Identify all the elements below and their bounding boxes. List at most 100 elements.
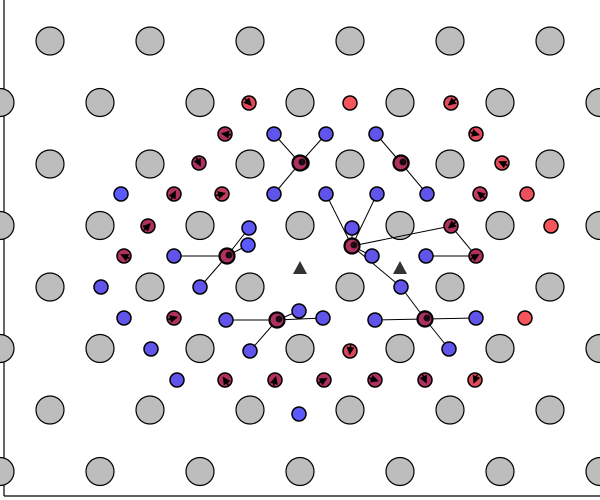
atom-a44 [468, 310, 484, 326]
lattice-site [485, 87, 515, 118]
displacement-line [325, 193, 353, 247]
lattice-site [135, 26, 165, 56]
displacement-arrow [346, 344, 355, 355]
atom-a39 [218, 312, 234, 328]
lattice-site [485, 456, 515, 487]
triangle-marker-t2 [393, 261, 407, 274]
displacement-line [351, 245, 402, 288]
lattice-site [85, 333, 115, 364]
displacement-arrow [222, 376, 231, 386]
lattice-site [435, 26, 465, 56]
hub-atom-core [225, 251, 233, 259]
lattice-site [535, 395, 565, 425]
lattice-site [0, 333, 15, 364]
displacement-arrow [472, 374, 481, 384]
atom-a34 [393, 279, 409, 295]
atom-a42 [367, 312, 383, 328]
lattice-site [135, 149, 165, 179]
displacement-arrow [167, 315, 178, 323]
lattice-site [285, 456, 315, 487]
displacement-line [351, 193, 378, 247]
atom-a24 [344, 220, 360, 236]
lattice-site [85, 87, 115, 118]
lattice-site [335, 26, 365, 56]
lattice-site [135, 395, 165, 425]
atom-a16 [266, 186, 282, 202]
lattice-site [385, 87, 415, 118]
lattice-site [485, 210, 515, 241]
atom-a31 [543, 218, 559, 234]
displacement-arrow [193, 157, 202, 167]
displacement-arrow [120, 254, 130, 262]
atom-a57 [291, 406, 307, 422]
atom-a17 [318, 186, 334, 202]
atom-a32 [93, 279, 109, 295]
lattice-site [85, 456, 115, 487]
lattice-site [35, 149, 65, 179]
lattice-site [585, 456, 600, 487]
displacement-arrow [447, 220, 457, 229]
atom-a49 [441, 341, 457, 357]
displacement-arrow [243, 97, 252, 106]
lattice-site [535, 26, 565, 56]
displacement-line [351, 225, 452, 247]
hub-atoms [218, 154, 434, 329]
triangle-marker-t1 [293, 261, 307, 274]
lattice-site [35, 26, 65, 56]
lattice-site [285, 87, 315, 118]
lattice-site [35, 395, 65, 425]
lattice-site [0, 210, 15, 241]
atom-a33 [192, 279, 208, 295]
hub-atom-core [275, 315, 283, 323]
atom-a45 [517, 310, 533, 326]
displacement-arrow [470, 253, 480, 262]
lattice-site [485, 333, 515, 364]
lattice-site [185, 456, 215, 487]
displacement-arrow [476, 191, 486, 200]
lattice-site [385, 333, 415, 364]
atom-a13 [113, 186, 129, 202]
lattice-site [185, 210, 215, 241]
hub-atom-core [298, 158, 306, 166]
lattice-site [535, 272, 565, 302]
lattice-site [285, 210, 315, 241]
hub-atom-core [423, 314, 431, 322]
atom-a40 [291, 303, 307, 319]
lattice-site [135, 272, 165, 302]
atom-a47 [242, 343, 258, 359]
atom-a29 [364, 248, 380, 264]
atom-a41 [315, 310, 331, 326]
atom-a6 [318, 126, 334, 142]
atom-a28 [166, 248, 182, 264]
atom-a50 [169, 372, 185, 388]
lattice-site [85, 210, 115, 241]
atom-a18 [369, 186, 385, 202]
atom-a2 [342, 95, 358, 111]
displacement-arrow [168, 190, 177, 200]
lattice-site [335, 272, 365, 302]
lattice-site [435, 272, 465, 302]
displacement-arrow [447, 97, 457, 106]
lattice-sites [0, 26, 600, 487]
displacement-arrow [142, 223, 151, 232]
lattice-site [0, 456, 15, 487]
lattice-site [385, 210, 415, 241]
displacement-arrow [221, 130, 232, 139]
plot-frame [3, 0, 600, 497]
small-atoms [93, 95, 559, 422]
lattice-site [235, 26, 265, 56]
lattice-site [385, 456, 415, 487]
lattice-site [535, 149, 565, 179]
atom-a5 [266, 126, 282, 142]
atom-a19 [419, 186, 435, 202]
atom-a46 [143, 341, 159, 357]
lattice-site [585, 210, 600, 241]
lattice-site [435, 149, 465, 179]
lattice-site [335, 149, 365, 179]
lattice-site [35, 272, 65, 302]
hub-atom-core [350, 241, 358, 249]
atom-a7 [368, 126, 384, 142]
triangle-markers [293, 261, 407, 274]
hub-atom-core [399, 158, 407, 166]
